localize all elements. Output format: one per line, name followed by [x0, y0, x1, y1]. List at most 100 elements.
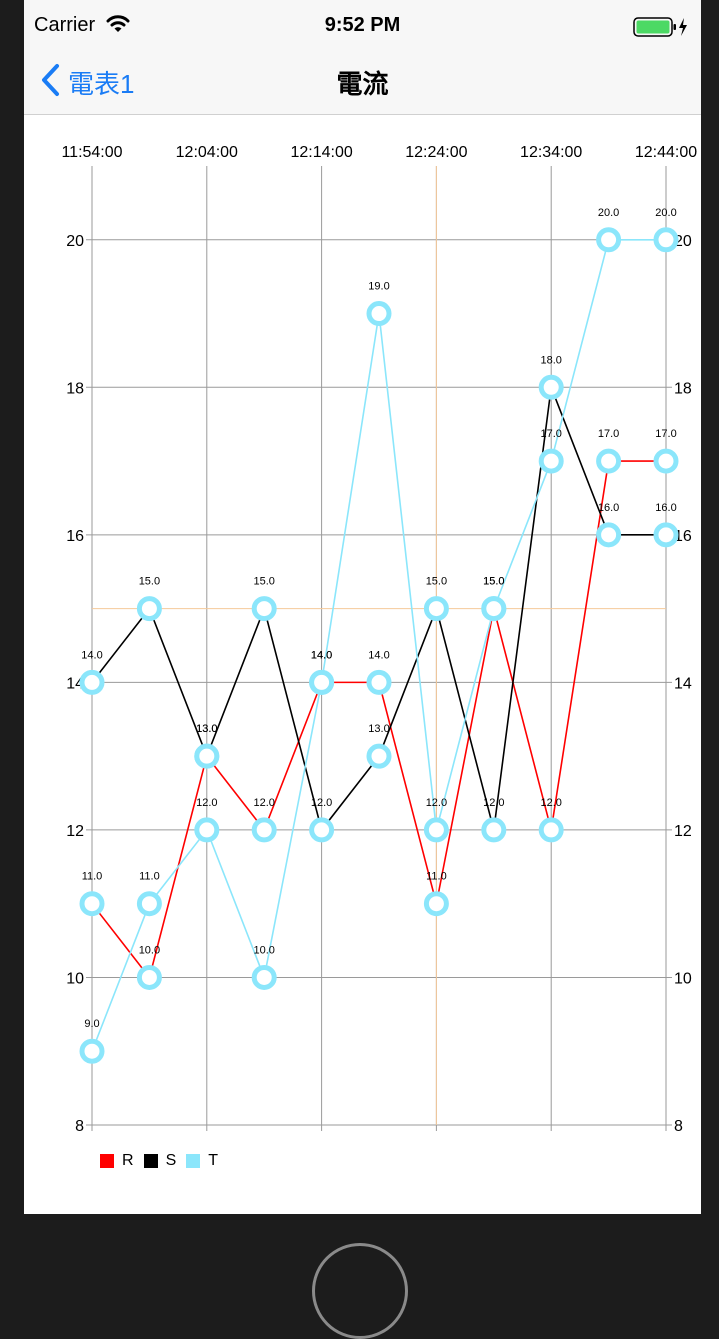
data-label-t: 9.0	[84, 1018, 99, 1030]
data-label-s: 16.0	[655, 502, 676, 514]
chart-area[interactable]: 11:54:00 12:04:00 12:14:00 12:24:00 12:34:00…	[24, 115, 701, 1214]
data-point-s[interactable]	[423, 596, 449, 622]
data-point-t[interactable]	[194, 817, 220, 843]
data-point-t[interactable]	[653, 227, 679, 253]
data-label-r: 12.0	[253, 797, 274, 809]
data-point-t[interactable]	[538, 448, 564, 474]
y-tick-label-left: 20	[66, 233, 84, 250]
data-point-s[interactable]	[596, 522, 622, 548]
data-point-t[interactable]	[79, 1038, 105, 1064]
data-point-r[interactable]	[538, 817, 564, 843]
data-point-s[interactable]	[194, 743, 220, 769]
y-tick-label-right: 8	[674, 1118, 683, 1135]
legend-label-s: S	[165, 1152, 177, 1169]
data-label-s: 14.0	[81, 649, 102, 661]
y-tick-label-left: 12	[66, 823, 84, 840]
data-point-t[interactable]	[309, 669, 335, 695]
home-indicator[interactable]	[312, 1243, 408, 1339]
data-label-r: 17.0	[655, 428, 676, 440]
y-tick-label-left: 14	[66, 675, 84, 692]
data-label-s: 13.0	[196, 723, 217, 735]
x-tick-label: 12:14:00	[290, 144, 352, 161]
data-point-r[interactable]	[653, 448, 679, 474]
y-tick-label-right: 12	[674, 823, 692, 840]
y-tick-label-right: 18	[674, 380, 692, 397]
x-tick-label: 12:44:00	[635, 144, 697, 161]
line-chart[interactable]: 11:54:00 12:04:00 12:14:00 12:24:00 12:34:00…	[24, 115, 701, 1214]
data-label-t: 12.0	[426, 797, 447, 809]
legend-item-r: R	[100, 1152, 134, 1170]
y-tick-label-left: 8	[75, 1118, 84, 1135]
data-point-t[interactable]	[481, 596, 507, 622]
y-tick-label-right: 10	[674, 970, 692, 987]
status-bar: Carrier 9:52 PM	[24, 0, 701, 54]
data-point-r[interactable]	[79, 891, 105, 917]
data-label-t: 17.0	[540, 428, 561, 440]
x-tick-label: 11:54:00	[61, 144, 122, 161]
data-point-t[interactable]	[136, 891, 162, 917]
data-point-r[interactable]	[136, 964, 162, 990]
data-point-t[interactable]	[251, 964, 277, 990]
legend-item-s: S	[143, 1152, 177, 1170]
data-label-r: 12.0	[540, 797, 561, 809]
data-label-t: 19.0	[368, 281, 389, 293]
y-tick-label-right: 16	[674, 528, 692, 545]
data-point-r[interactable]	[366, 669, 392, 695]
y-tick-label-left: 16	[66, 528, 84, 545]
data-point-s[interactable]	[251, 596, 277, 622]
back-button-label: 電表1	[68, 68, 135, 99]
data-label-r: 11.0	[426, 871, 447, 883]
data-point-t[interactable]	[596, 227, 622, 253]
data-label-t: 15.0	[483, 576, 504, 588]
wifi-icon	[106, 14, 130, 39]
legend-item-t: T	[186, 1152, 218, 1170]
data-label-s: 12.0	[483, 797, 504, 809]
data-label-t: 20.0	[598, 207, 619, 219]
data-point-r[interactable]	[596, 448, 622, 474]
data-label-r: 13.0	[196, 723, 217, 735]
legend-swatch-t	[186, 1154, 201, 1168]
data-label-t: 11.0	[139, 871, 160, 883]
y-tick-label-right: 20	[674, 233, 692, 250]
y-tick-label-right: 14	[674, 675, 692, 692]
data-label-s: 16.0	[598, 502, 619, 514]
data-point-s[interactable]	[653, 522, 679, 548]
data-point-s[interactable]	[538, 374, 564, 400]
data-point-s[interactable]	[309, 817, 335, 843]
data-point-s[interactable]	[481, 817, 507, 843]
data-label-r: 14.0	[368, 649, 389, 661]
data-label-t: 12.0	[196, 797, 217, 809]
carrier-label: Carrier	[34, 14, 96, 36]
legend-swatch-r	[100, 1154, 114, 1168]
data-label-t: 10.0	[253, 944, 274, 956]
back-button[interactable]: 電表1	[40, 58, 134, 106]
x-tick-label: 12:24:00	[405, 144, 467, 161]
data-label-s: 12.0	[311, 797, 332, 809]
data-label-r: 15.0	[483, 576, 504, 588]
data-label-r: 17.0	[598, 428, 619, 440]
chevron-left-icon	[40, 63, 60, 102]
data-label-r: 11.0	[82, 871, 103, 883]
battery-icon	[633, 16, 691, 43]
data-point-s[interactable]	[366, 743, 392, 769]
data-label-s: 15.0	[253, 576, 274, 588]
data-point-r[interactable]	[251, 817, 277, 843]
x-tick-label: 12:34:00	[520, 144, 582, 161]
data-point-r[interactable]	[423, 891, 449, 917]
data-point-t[interactable]	[366, 301, 392, 327]
screen: Carrier 9:52 PM 電表1	[24, 0, 701, 1214]
data-point-t[interactable]	[423, 817, 449, 843]
data-label-r: 10.0	[139, 944, 160, 956]
series-line-r	[91, 460, 666, 980]
legend: R S T	[100, 1152, 228, 1170]
data-label-s: 15.0	[139, 576, 160, 588]
data-label-s: 15.0	[426, 576, 447, 588]
data-label-t: 14.0	[311, 649, 332, 661]
data-point-s[interactable]	[136, 596, 162, 622]
x-tick-label: 12:04:00	[176, 144, 238, 161]
data-label-r: 14.0	[311, 649, 332, 661]
data-label-t: 20.0	[655, 207, 676, 219]
data-label-s: 18.0	[540, 354, 561, 366]
legend-label-r: R	[122, 1152, 134, 1169]
data-point-s[interactable]	[79, 669, 105, 695]
